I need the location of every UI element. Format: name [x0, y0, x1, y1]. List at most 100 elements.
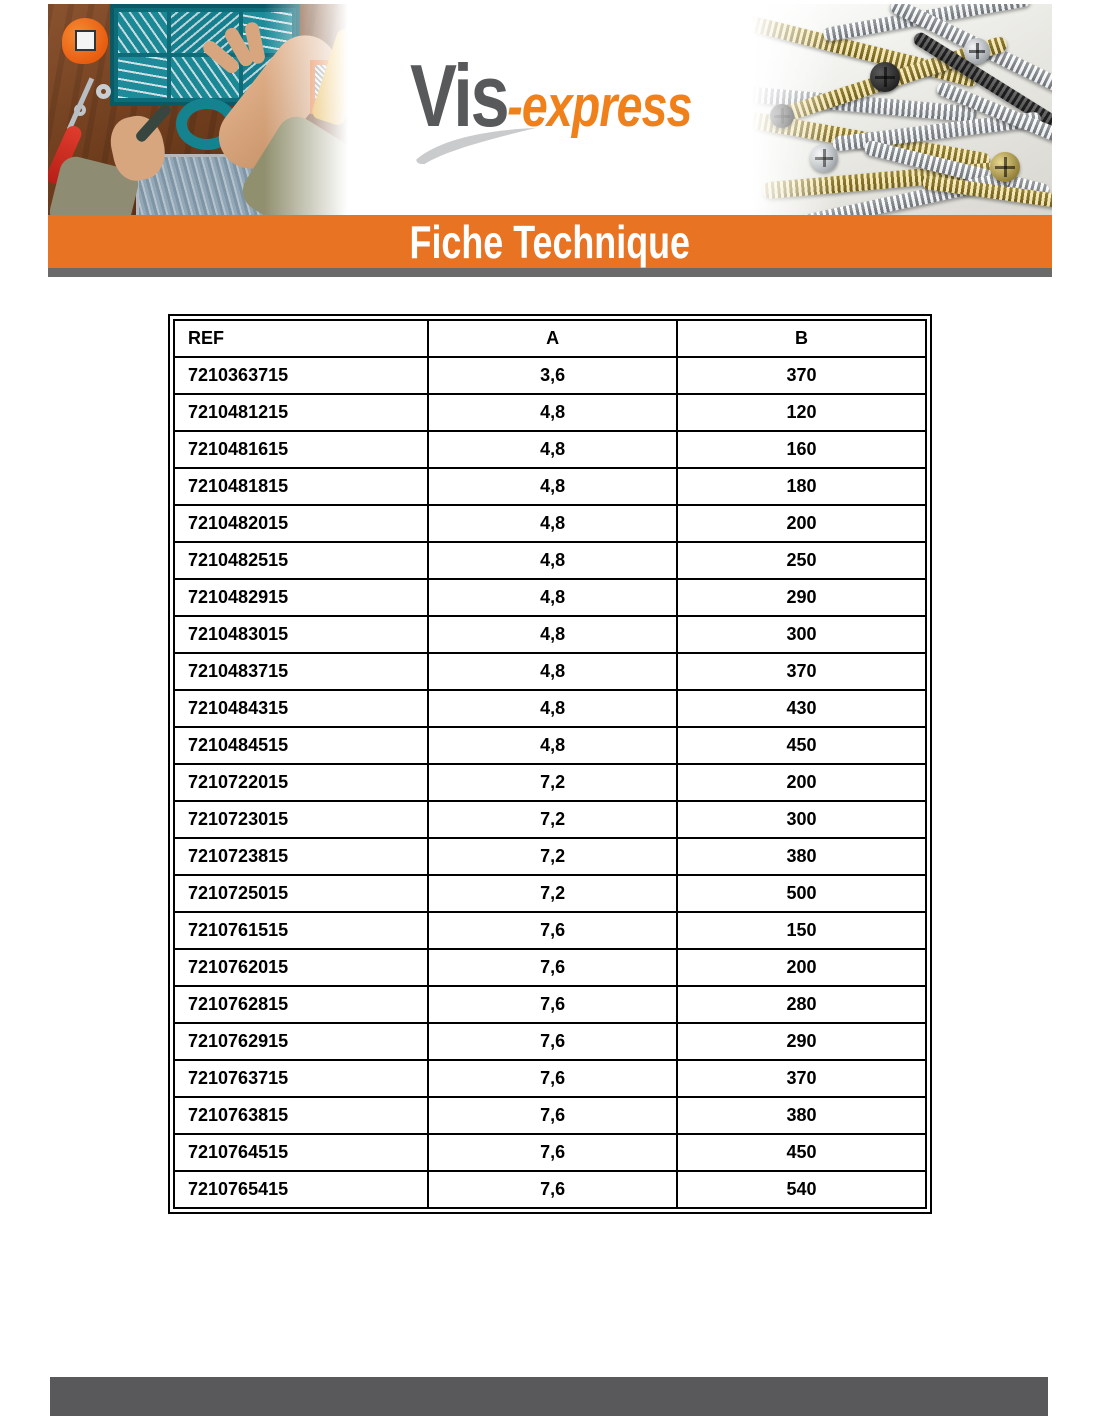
- cell-b: 380: [676, 837, 927, 876]
- spec-table-head: REF A B: [172, 319, 927, 358]
- table-row: 7210762915 7,6 290: [172, 1022, 927, 1061]
- cell-ref: 7210763815: [172, 1096, 430, 1135]
- decor-screw-head: [990, 152, 1020, 182]
- organizer-compartment: [118, 12, 167, 53]
- cell-ref: 7210482015: [172, 504, 430, 543]
- cell-b: 370: [676, 652, 927, 691]
- table-row: 7210723015 7,2 300: [172, 800, 927, 839]
- cell-a: 4,8: [427, 504, 679, 543]
- cell-a: 3,6: [427, 356, 679, 395]
- cell-ref: 7210484315: [172, 689, 430, 728]
- cell-a: 7,6: [427, 985, 679, 1024]
- cell-b: 450: [676, 1133, 927, 1172]
- cell-a: 4,8: [427, 430, 679, 469]
- decor-screw-head: [964, 38, 990, 64]
- table-row: 7210763715 7,6 370: [172, 1059, 927, 1098]
- screws-photo: [752, 4, 1052, 215]
- page-title: Fiche Technique: [409, 215, 691, 268]
- cell-b: 290: [676, 578, 927, 617]
- cell-b: 430: [676, 689, 927, 728]
- cell-b: 280: [676, 985, 927, 1024]
- cell-ref: 7210762015: [172, 948, 430, 987]
- workbench-photo: [48, 4, 348, 215]
- cell-a: 4,8: [427, 652, 679, 691]
- decor-screw-head: [870, 62, 900, 92]
- table-row: 7210723815 7,2 380: [172, 837, 927, 876]
- table-row: 7210762815 7,6 280: [172, 985, 927, 1024]
- cell-b: 370: [676, 356, 927, 395]
- table-row: 7210363715 3,6 370: [172, 356, 927, 395]
- cell-a: 7,6: [427, 1096, 679, 1135]
- table-row: 7210764515 7,6 450: [172, 1133, 927, 1172]
- cell-b: 370: [676, 1059, 927, 1098]
- column-header-ref: REF: [172, 319, 430, 358]
- cell-b: 150: [676, 911, 927, 950]
- tape-measure: [62, 18, 108, 64]
- vis-express-logo: Vis-express: [410, 52, 692, 140]
- cell-ref: 7210481615: [172, 430, 430, 469]
- cell-b: 160: [676, 430, 927, 469]
- table-row: 7210484315 4,8 430: [172, 689, 927, 728]
- logo-swoosh-icon: [416, 127, 537, 164]
- cell-a: 7,6: [427, 911, 679, 950]
- cell-b: 200: [676, 504, 927, 543]
- table-row: 7210483715 4,8 370: [172, 652, 927, 691]
- table-row: 7210482515 4,8 250: [172, 541, 927, 580]
- table-row: 7210761515 7,6 150: [172, 911, 927, 950]
- table-row: 7210484515 4,8 450: [172, 726, 927, 765]
- table-row: 7210481815 4,8 180: [172, 467, 927, 506]
- table-row: 7210725015 7,2 500: [172, 874, 927, 913]
- table-row: 7210482915 4,8 290: [172, 578, 927, 617]
- cell-a: 4,8: [427, 467, 679, 506]
- cell-a: 7,2: [427, 763, 679, 802]
- table-row: 7210722015 7,2 200: [172, 763, 927, 802]
- cell-a: 4,8: [427, 726, 679, 765]
- cell-b: 200: [676, 948, 927, 987]
- cell-ref: 7210725015: [172, 874, 430, 913]
- cell-ref: 7210483015: [172, 615, 430, 654]
- decor-screw-head: [770, 104, 794, 128]
- cell-ref: 7210483715: [172, 652, 430, 691]
- organizer-compartment: [118, 57, 167, 98]
- washer-shape: [96, 84, 111, 99]
- cell-a: 7,6: [427, 948, 679, 987]
- cell-ref: 7210482915: [172, 578, 430, 617]
- cell-ref: 7210762815: [172, 985, 430, 1024]
- cell-ref: 7210481815: [172, 467, 430, 506]
- table-row: 7210762015 7,6 200: [172, 948, 927, 987]
- cell-ref: 7210723815: [172, 837, 430, 876]
- cell-b: 180: [676, 467, 927, 506]
- cell-a: 4,8: [427, 578, 679, 617]
- spec-table: REF A B 7210363715 3,6 370 7210481215 4,8 120 72…: [172, 319, 927, 1209]
- cell-b: 540: [676, 1170, 927, 1209]
- cell-b: 380: [676, 1096, 927, 1135]
- cell-ref: 7210482515: [172, 541, 430, 580]
- cell-b: 120: [676, 393, 927, 432]
- cell-a: 7,6: [427, 1022, 679, 1061]
- table-row: 7210481615 4,8 160: [172, 430, 927, 469]
- cell-a: 4,8: [427, 615, 679, 654]
- cell-ref: 7210765415: [172, 1170, 430, 1209]
- cell-ref: 7210484515: [172, 726, 430, 765]
- cell-a: 4,8: [427, 393, 679, 432]
- table-row: 7210481215 4,8 120: [172, 393, 927, 432]
- table-row: 7210763815 7,6 380: [172, 1096, 927, 1135]
- cell-a: 7,2: [427, 874, 679, 913]
- cell-a: 4,8: [427, 541, 679, 580]
- table-row: 7210765415 7,6 540: [172, 1170, 927, 1209]
- table-row: 7210482015 4,8 200: [172, 504, 927, 543]
- cell-b: 290: [676, 1022, 927, 1061]
- logo-area: Vis-express: [348, 4, 752, 215]
- decor-screw-head: [810, 144, 838, 172]
- spec-table-body: 7210363715 3,6 370 7210481215 4,8 120 72104816…: [172, 356, 927, 1209]
- cell-a: 7,6: [427, 1059, 679, 1098]
- cell-ref: 7210722015: [172, 763, 430, 802]
- cell-ref: 7210762915: [172, 1022, 430, 1061]
- cell-ref: 7210761515: [172, 911, 430, 950]
- page-header: Vis-express: [48, 4, 1052, 215]
- divider-bar-top: [48, 268, 1052, 277]
- cell-b: 200: [676, 763, 927, 802]
- cell-ref: 7210723015: [172, 800, 430, 839]
- cell-b: 300: [676, 615, 927, 654]
